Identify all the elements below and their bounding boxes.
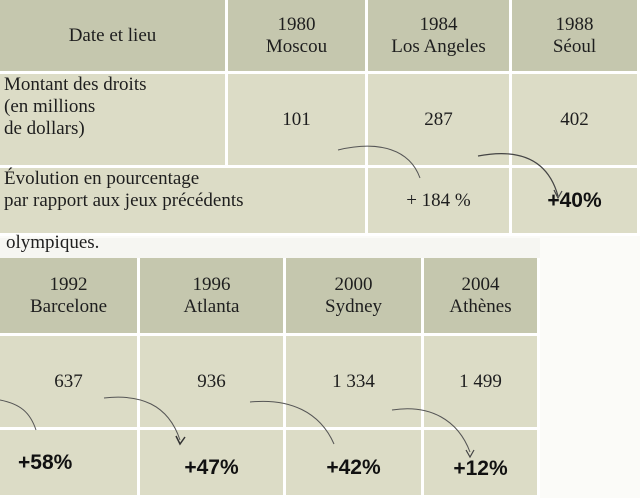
city: Séoul bbox=[552, 35, 597, 57]
city: Athènes bbox=[449, 295, 512, 317]
header-year-1984: 1984 Los Angeles bbox=[368, 0, 512, 74]
year: 1988 bbox=[555, 13, 594, 35]
year: 1980 bbox=[277, 13, 316, 35]
evolution-value-1996: +47% bbox=[140, 430, 286, 498]
evolution-value-handwritten: +12% bbox=[453, 456, 508, 480]
rights-value: 101 bbox=[282, 108, 311, 130]
header-year-1996: 1996 Atlanta bbox=[140, 258, 286, 336]
olympic-rights-table-1: Date et lieu 1980 Moscou 1984 Los Angele… bbox=[0, 0, 640, 236]
evolution-label-line: Évolution en pourcentage bbox=[4, 168, 200, 189]
evolution-value: + 184 % bbox=[406, 189, 471, 211]
evolution-value-handwritten: +40% bbox=[547, 188, 602, 212]
evolution-value-2000: +42% bbox=[286, 430, 424, 498]
rights-value-1980: 101 bbox=[228, 74, 368, 168]
rights-value-2004: 1 499 bbox=[424, 336, 540, 430]
rights-value: 637 bbox=[54, 370, 83, 392]
evolution-label: Évolution en pourcentage par rapport aux… bbox=[0, 168, 368, 236]
header-year-2000: 2000 Sydney bbox=[286, 258, 424, 336]
rights-value: 1 334 bbox=[332, 370, 375, 392]
header-label: Date et lieu bbox=[68, 24, 157, 46]
evolution-label-line: par rapport aux jeux précédents bbox=[4, 190, 244, 211]
city: Atlanta bbox=[183, 295, 240, 317]
year: 1984 bbox=[419, 13, 458, 35]
year: 1996 bbox=[192, 273, 231, 295]
header-year-1992: 1992 Barcelone bbox=[0, 258, 140, 336]
evolution-value-1992: +58% bbox=[0, 430, 140, 498]
evolution-value-2004: +12% bbox=[424, 430, 540, 498]
rights-value-1984: 287 bbox=[368, 74, 512, 168]
rights-value-1992: 637 bbox=[0, 336, 140, 430]
header-date-et-lieu: Date et lieu bbox=[0, 0, 228, 74]
rights-label-line: de dollars) bbox=[4, 118, 85, 139]
rights-value: 936 bbox=[197, 370, 226, 392]
year: 2004 bbox=[461, 273, 500, 295]
rights-value: 402 bbox=[560, 108, 589, 130]
rights-label-line: (en millions bbox=[4, 96, 96, 117]
city: Sydney bbox=[325, 295, 382, 317]
olympic-rights-table-2: 1992 Barcelone 1996 Atlanta 2000 Sydney … bbox=[0, 258, 540, 498]
year: 2000 bbox=[334, 273, 373, 295]
evolution-value-handwritten: +58% bbox=[18, 450, 73, 474]
header-year-1980: 1980 Moscou bbox=[228, 0, 368, 74]
evolution-value-1988: +40% bbox=[512, 168, 640, 236]
caption-strip: olympiques. bbox=[0, 232, 540, 260]
rights-label-line: Montant des droits bbox=[4, 74, 147, 95]
rights-value: 287 bbox=[424, 108, 453, 130]
city: Los Angeles bbox=[391, 35, 486, 57]
rights-value-1996: 936 bbox=[140, 336, 286, 430]
evolution-value-handwritten: +47% bbox=[184, 455, 239, 479]
header-year-1988: 1988 Séoul bbox=[512, 0, 640, 74]
rights-label: Montant des droits (en millions de dolla… bbox=[0, 74, 228, 168]
rights-value: 1 499 bbox=[459, 370, 502, 392]
rights-value-1988: 402 bbox=[512, 74, 640, 168]
header-year-2004: 2004 Athènes bbox=[424, 258, 540, 336]
city: Barcelone bbox=[29, 295, 107, 317]
evolution-value-handwritten: +42% bbox=[326, 455, 381, 479]
rights-value-2000: 1 334 bbox=[286, 336, 424, 430]
caption-fragment: olympiques. bbox=[6, 232, 100, 253]
evolution-value-1984: + 184 % bbox=[368, 168, 512, 236]
city: Moscou bbox=[265, 35, 328, 57]
year: 1992 bbox=[49, 273, 88, 295]
